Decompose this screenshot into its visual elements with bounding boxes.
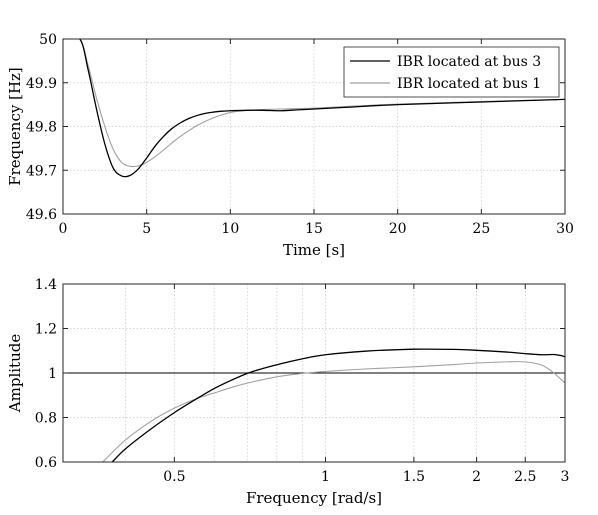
y-tick-label: 1.2	[35, 322, 57, 338]
x-tick-label: 0.5	[163, 469, 185, 485]
y-tick-label: 49.6	[26, 207, 57, 223]
legend-label: IBR located at bus 1	[397, 76, 541, 92]
x-tick-label: 10	[221, 221, 239, 237]
x-tick-label: 2.5	[514, 469, 536, 485]
x-tick-label: 20	[389, 221, 407, 237]
y-tick-label: 1	[48, 366, 57, 382]
x-tick-label: 0	[59, 221, 68, 237]
y-tick-label: 49.9	[26, 76, 57, 92]
time-response-plot: 0 5 10 15 20 25 30 49.6 49.7 49.8 49.9 50 Time [s] Fr…	[6, 32, 574, 259]
x-tick-label: 15	[305, 221, 323, 237]
amplitude-plot: 0.5 1 1.5 2 2.5 3 0.6 0.8 1 1.2 1.4 Frequency [rad/…	[6, 277, 569, 507]
y-tick-label: 49.8	[26, 120, 57, 136]
y-tick-label: 0.6	[35, 455, 57, 471]
x-axis-label: Frequency [rad/s]	[246, 489, 382, 507]
series-line-gray	[102, 361, 565, 462]
series-line-black	[111, 348, 565, 462]
x-tick-label: 2	[472, 469, 481, 485]
series-line-gray	[63, 39, 565, 168]
y-axis-label: Frequency [Hz]	[6, 67, 24, 186]
legend: IBR located at bus 3 IBR located at bus 1	[343, 46, 560, 98]
x-tick-label: 30	[556, 221, 574, 237]
x-tick-label: 5	[142, 221, 151, 237]
x-tick-label: 25	[472, 221, 490, 237]
x-tick-label: 1.5	[403, 469, 425, 485]
y-tick-label: 0.8	[35, 411, 57, 427]
y-tick-label: 1.4	[35, 277, 57, 293]
x-tick-label: 3	[561, 469, 570, 485]
y-tick-label: 50	[39, 32, 57, 48]
legend-label: IBR located at bus 3	[397, 54, 541, 70]
x-axis-label: Time [s]	[283, 241, 345, 259]
legend-box	[343, 46, 560, 98]
x-tick-label: 1	[321, 469, 330, 485]
y-axis-label: Amplitude	[6, 334, 24, 414]
series-line-black	[63, 39, 565, 178]
y-tick-label: 49.7	[26, 163, 57, 179]
